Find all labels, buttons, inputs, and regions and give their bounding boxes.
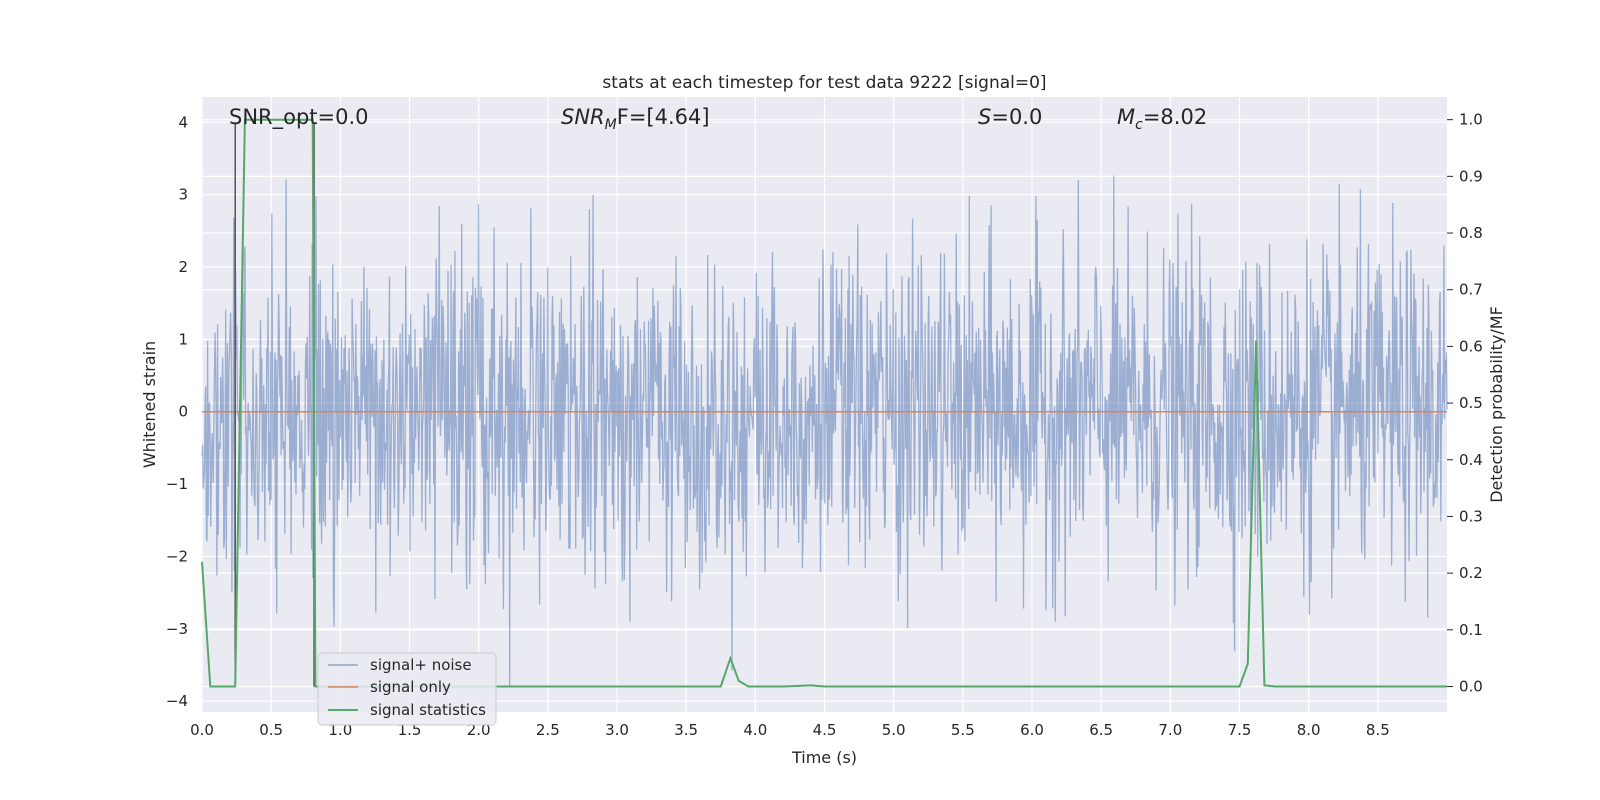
x-tick-label: 4.5 bbox=[813, 721, 837, 739]
annotation-s: S=0.0 bbox=[978, 105, 1042, 129]
x-tick-label: 2.5 bbox=[536, 721, 560, 739]
x-tick-label: 3.0 bbox=[605, 721, 629, 739]
y-left-tick-label: −1 bbox=[166, 475, 188, 493]
y-left-tick-labels: 4 3 2 1 0 −1 −2 −3 −4 bbox=[166, 113, 188, 710]
x-tick-label: 3.5 bbox=[674, 721, 698, 739]
mc-suffix: =8.02 bbox=[1143, 105, 1207, 129]
mc-sub: c bbox=[1135, 117, 1143, 133]
y-left-tick-label: 2 bbox=[178, 258, 188, 276]
x-tick-label: 6.0 bbox=[1020, 721, 1044, 739]
legend-label-signal-noise: signal+ noise bbox=[370, 656, 472, 674]
snr-mf-sub: M bbox=[605, 117, 617, 133]
x-tick-label: 6.5 bbox=[1089, 721, 1113, 739]
x-tick-label: 8.0 bbox=[1297, 721, 1321, 739]
y-left-tick-label: 4 bbox=[178, 113, 188, 131]
x-tick-label: 0.5 bbox=[259, 721, 283, 739]
snr-mf-prefix: SNR bbox=[561, 105, 605, 129]
x-tick-label: 4.0 bbox=[743, 721, 767, 739]
y-right-tick-label: 0.4 bbox=[1459, 451, 1483, 469]
y-right-tick-label: 0.5 bbox=[1459, 394, 1483, 412]
x-tick-label: 7.0 bbox=[1158, 721, 1182, 739]
y-left-tick-label: −3 bbox=[166, 620, 188, 638]
chart-title: stats at each timestep for test data 922… bbox=[602, 73, 1046, 93]
mc-prefix: M bbox=[1117, 105, 1135, 129]
y-right-tick-label: 0.9 bbox=[1459, 167, 1483, 185]
y-right-tick-labels: 1.0 0.9 0.8 0.7 0.6 0.5 0.4 0.3 0.2 0.1 0.0 bbox=[1447, 111, 1483, 695]
y-left-tick-label: 0 bbox=[178, 403, 188, 421]
y-right-tick-label: 0.8 bbox=[1459, 224, 1483, 242]
legend-label-signal-only: signal only bbox=[370, 678, 451, 696]
x-tick-label: 7.5 bbox=[1228, 721, 1252, 739]
annotation-snr-mf: SNRMF=[4.64] bbox=[561, 105, 710, 133]
y-left-tick-label: 3 bbox=[178, 186, 188, 204]
x-tick-label: 8.5 bbox=[1366, 721, 1390, 739]
x-tick-label: 5.5 bbox=[951, 721, 975, 739]
y-left-axis-label: Whitened strain bbox=[140, 341, 159, 468]
x-axis-label: Time (s) bbox=[791, 748, 857, 767]
y-right-tick-label: 0.2 bbox=[1459, 564, 1483, 582]
snr-mf-suffix: F=[4.64] bbox=[617, 105, 710, 129]
y-right-tick-label: 0.6 bbox=[1459, 337, 1483, 355]
y-right-tick-label: 1.0 bbox=[1459, 111, 1483, 129]
legend-label-signal-statistics: signal statistics bbox=[370, 701, 486, 719]
legend: signal+ noise signal only signal statist… bbox=[317, 652, 497, 726]
y-left-tick-label: −4 bbox=[166, 692, 188, 710]
y-right-tick-label: 0.7 bbox=[1459, 281, 1483, 299]
series-signal-noise bbox=[201, 175, 1448, 687]
legend-box bbox=[317, 652, 497, 726]
x-tick-label: 5.0 bbox=[882, 721, 906, 739]
y-right-tick-label: 0.3 bbox=[1459, 507, 1483, 525]
annotation-snr-opt: SNR_opt=0.0 bbox=[229, 105, 369, 130]
x-tick-label: 0.0 bbox=[190, 721, 214, 739]
s-prefix: S bbox=[978, 105, 991, 129]
series-signal-noise-line bbox=[201, 175, 1448, 687]
y-left-tick-label: −2 bbox=[166, 547, 188, 565]
series-signal-statistics bbox=[201, 118, 1447, 688]
y-right-tick-label: 0.0 bbox=[1459, 677, 1483, 695]
y-right-axis-label: Detection probability/MF bbox=[1487, 306, 1506, 503]
s-suffix: =0.0 bbox=[991, 105, 1042, 129]
y-left-tick-label: 1 bbox=[178, 330, 188, 348]
y-right-tick-label: 0.1 bbox=[1459, 621, 1483, 639]
annotation-mc: Mc=8.02 bbox=[1117, 105, 1207, 133]
